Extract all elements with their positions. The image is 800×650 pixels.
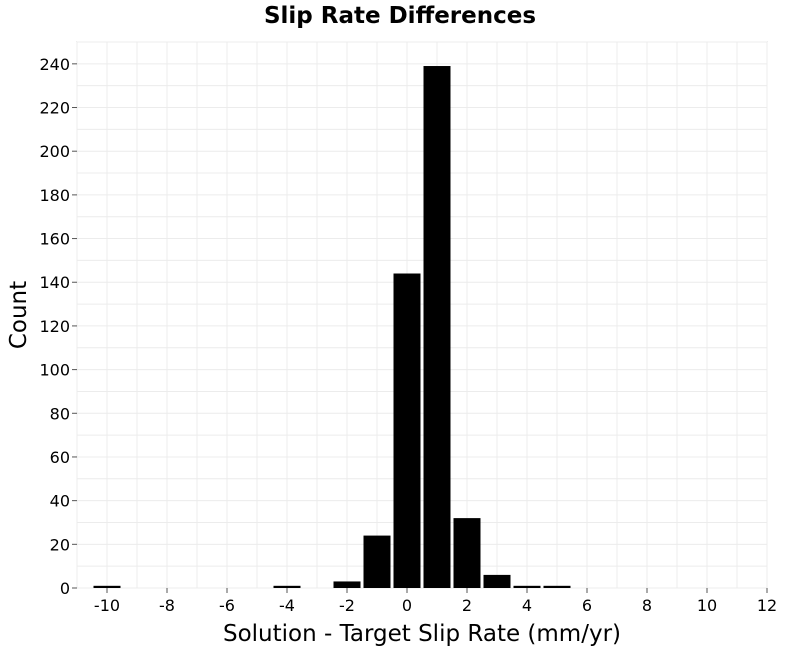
histogram-bar	[333, 581, 361, 588]
histogram-bar	[513, 585, 541, 588]
x-tick-label: 10	[697, 596, 717, 615]
histogram-bar	[543, 585, 571, 588]
bars	[93, 66, 571, 589]
x-tick-label: -10	[94, 596, 120, 615]
x-tick-label: -2	[339, 596, 355, 615]
x-tick-label: -6	[219, 596, 235, 615]
histogram-bar	[483, 574, 511, 588]
x-axis-ticks: -10 -8 -6 -4 -2 0 2 4 6 8 10 12	[94, 588, 777, 615]
y-tick-label: 120	[39, 317, 70, 336]
y-tick-label: 160	[39, 230, 70, 249]
chart-title: Slip Rate Differences	[264, 3, 536, 29]
x-tick-label: 12	[757, 596, 777, 615]
histogram-bar	[273, 585, 301, 588]
y-tick-label: 200	[39, 142, 70, 161]
plot-area	[76, 41, 768, 589]
y-tick-label: 0	[60, 579, 70, 598]
x-tick-label: 0	[402, 596, 412, 615]
x-tick-label: 8	[642, 596, 652, 615]
histogram-bar	[393, 273, 421, 588]
x-tick-label: 6	[582, 596, 592, 615]
x-tick-label: 2	[462, 596, 472, 615]
x-axis-label: Solution - Target Slip Rate (mm/yr)	[223, 621, 621, 647]
y-tick-label: 140	[39, 273, 70, 292]
x-tick-label: -4	[279, 596, 295, 615]
y-tick-label: 240	[39, 55, 70, 74]
histogram-bar	[453, 518, 481, 588]
y-tick-label: 180	[39, 186, 70, 205]
y-tick-label: 40	[50, 492, 70, 511]
x-tick-label: 4	[522, 596, 532, 615]
y-tick-label: 20	[50, 535, 70, 554]
histogram-bar	[93, 585, 121, 588]
x-tick-label: -8	[159, 596, 175, 615]
y-tick-label: 60	[50, 448, 70, 467]
histogram-bar	[363, 535, 391, 588]
histogram-bar	[423, 66, 451, 589]
y-axis-ticks: 0 20 40 60 80 100 120 140 160 180 200 220 240	[39, 55, 77, 598]
y-axis-label: Count	[6, 281, 32, 349]
y-tick-label: 100	[39, 361, 70, 380]
y-tick-label: 220	[39, 99, 70, 118]
y-tick-label: 80	[50, 404, 70, 423]
